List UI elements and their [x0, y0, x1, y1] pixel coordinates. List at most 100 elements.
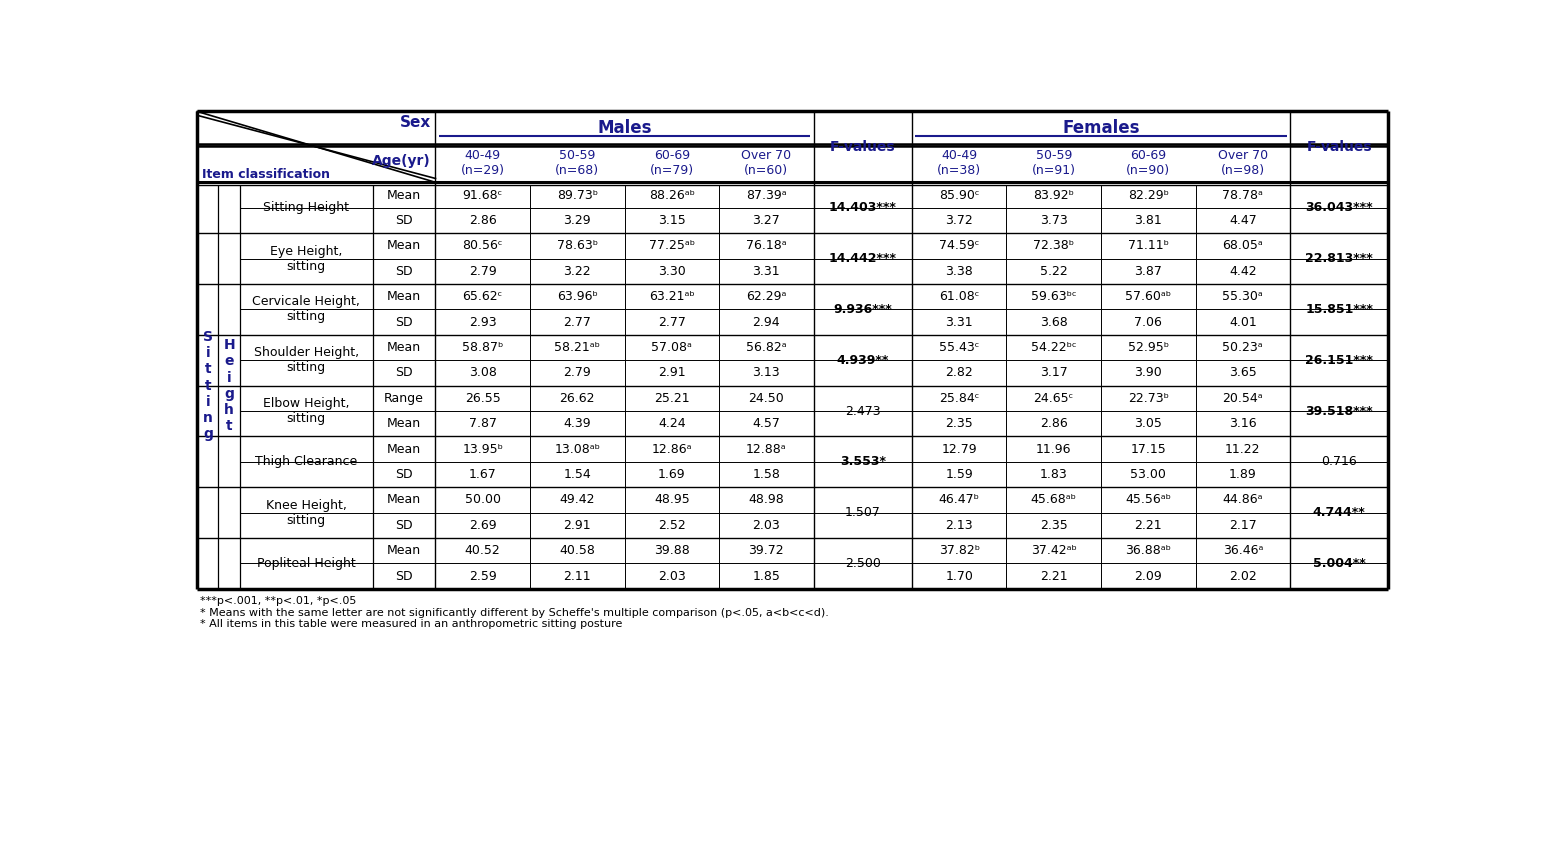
- Text: Range: Range: [384, 392, 424, 405]
- Text: 85.90ᶜ: 85.90ᶜ: [939, 188, 979, 202]
- Text: 3.73: 3.73: [1040, 214, 1067, 227]
- Text: 11.96: 11.96: [1036, 443, 1072, 456]
- Text: 2.473: 2.473: [845, 405, 880, 417]
- Text: 12.79: 12.79: [942, 443, 978, 456]
- Text: 50.23ᵃ: 50.23ᵃ: [1222, 341, 1262, 354]
- Text: 2.21: 2.21: [1134, 519, 1162, 532]
- Text: 36.46ᵃ: 36.46ᵃ: [1222, 544, 1262, 557]
- Text: 2.79: 2.79: [469, 265, 497, 278]
- Text: 3.31: 3.31: [752, 265, 780, 278]
- Text: 55.43ᶜ: 55.43ᶜ: [939, 341, 979, 354]
- Text: 50-59
(n=91): 50-59 (n=91): [1032, 149, 1075, 177]
- Text: 77.25ᵃᵇ: 77.25ᵃᵇ: [648, 239, 695, 252]
- Text: 26.55: 26.55: [464, 392, 501, 405]
- Text: 3.30: 3.30: [657, 265, 685, 278]
- Text: 89.73ᵇ: 89.73ᵇ: [557, 188, 597, 202]
- Text: 22.813***: 22.813***: [1306, 252, 1374, 265]
- Text: Sitting Height: Sitting Height: [263, 201, 350, 214]
- Text: 2.09: 2.09: [1134, 570, 1162, 583]
- Text: 3.68: 3.68: [1040, 315, 1067, 329]
- Text: Shoulder Height,
sitting: Shoulder Height, sitting: [254, 346, 359, 374]
- Text: 22.73ᵇ: 22.73ᵇ: [1128, 392, 1170, 405]
- Text: 63.96ᵇ: 63.96ᵇ: [557, 291, 597, 303]
- Text: 72.38ᵇ: 72.38ᵇ: [1033, 239, 1074, 252]
- Text: 3.05: 3.05: [1134, 417, 1162, 430]
- Text: SD: SD: [396, 468, 413, 481]
- Text: 40.58: 40.58: [560, 544, 596, 557]
- Text: 3.38: 3.38: [945, 265, 973, 278]
- Text: Mean: Mean: [387, 291, 421, 303]
- Text: 3.31: 3.31: [945, 315, 973, 329]
- Text: 24.50: 24.50: [749, 392, 784, 405]
- Text: S
i
t
t
i
n
g: S i t t i n g: [203, 330, 213, 441]
- Text: 1.69: 1.69: [657, 468, 685, 481]
- Text: Popliteal Height: Popliteal Height: [257, 557, 356, 570]
- Text: 3.17: 3.17: [1040, 366, 1067, 379]
- Text: 1.58: 1.58: [752, 468, 780, 481]
- Text: 2.77: 2.77: [563, 315, 591, 329]
- Text: 15.851***: 15.851***: [1306, 302, 1374, 316]
- Text: 54.22ᵇᶜ: 54.22ᵇᶜ: [1030, 341, 1077, 354]
- Text: SD: SD: [396, 265, 413, 278]
- Text: 25.84ᶜ: 25.84ᶜ: [939, 392, 979, 405]
- Text: 3.87: 3.87: [1134, 265, 1162, 278]
- Text: 45.68ᵃᵇ: 45.68ᵃᵇ: [1030, 493, 1077, 506]
- Text: 12.88ᵃ: 12.88ᵃ: [746, 443, 786, 456]
- Text: 3.81: 3.81: [1134, 214, 1162, 227]
- Text: 20.54ᵃ: 20.54ᵃ: [1222, 392, 1262, 405]
- Text: 39.72: 39.72: [749, 544, 784, 557]
- Text: 13.95ᵇ: 13.95ᵇ: [463, 443, 503, 456]
- Text: 3.16: 3.16: [1228, 417, 1256, 430]
- Text: 3.90: 3.90: [1134, 366, 1162, 379]
- Text: 74.59ᶜ: 74.59ᶜ: [939, 239, 979, 252]
- Text: 2.77: 2.77: [657, 315, 685, 329]
- Text: 2.17: 2.17: [1228, 519, 1256, 532]
- Text: F-values: F-values: [829, 140, 896, 154]
- Text: Elbow Height,
sitting: Elbow Height, sitting: [263, 397, 350, 425]
- Text: 61.08ᶜ: 61.08ᶜ: [939, 291, 979, 303]
- Text: Mean: Mean: [387, 443, 421, 456]
- Text: 2.93: 2.93: [469, 315, 497, 329]
- Text: 3.15: 3.15: [657, 214, 685, 227]
- Text: 5.22: 5.22: [1040, 265, 1067, 278]
- Text: 63.21ᵃᵇ: 63.21ᵃᵇ: [648, 291, 695, 303]
- Text: 80.56ᶜ: 80.56ᶜ: [463, 239, 503, 252]
- Text: 24.65ᶜ: 24.65ᶜ: [1033, 392, 1074, 405]
- Text: Knee Height,
sitting: Knee Height, sitting: [266, 498, 347, 527]
- Text: Age(yr): Age(yr): [373, 154, 430, 168]
- Text: 55.30ᵃ: 55.30ᵃ: [1222, 291, 1264, 303]
- Text: 1.89: 1.89: [1228, 468, 1256, 481]
- Text: 78.78ᵃ: 78.78ᵃ: [1222, 188, 1264, 202]
- Text: 39.88: 39.88: [654, 544, 690, 557]
- Text: Cervicale Height,
sitting: Cervicale Height, sitting: [252, 296, 360, 324]
- Text: Thigh Clearance: Thigh Clearance: [255, 455, 357, 469]
- Text: 59.63ᵇᶜ: 59.63ᵇᶜ: [1030, 291, 1077, 303]
- Text: 11.22: 11.22: [1225, 443, 1261, 456]
- Text: 2.79: 2.79: [563, 366, 591, 379]
- Text: 56.82ᵃ: 56.82ᵃ: [746, 341, 786, 354]
- Text: 36.88ᵃᵇ: 36.88ᵃᵇ: [1125, 544, 1171, 557]
- Text: 2.02: 2.02: [1228, 570, 1256, 583]
- Text: * Means with the same letter are not significantly different by Scheffe's multip: * Means with the same letter are not sig…: [201, 607, 829, 618]
- Text: SD: SD: [396, 519, 413, 532]
- Text: 26.62: 26.62: [560, 392, 596, 405]
- Text: Mean: Mean: [387, 493, 421, 506]
- Text: SD: SD: [396, 214, 413, 227]
- Text: 14.403***: 14.403***: [829, 201, 897, 214]
- Text: 2.35: 2.35: [1040, 519, 1067, 532]
- Text: 3.08: 3.08: [469, 366, 497, 379]
- Text: 40.52: 40.52: [464, 544, 501, 557]
- Text: 1.507: 1.507: [845, 506, 880, 519]
- Text: 2.03: 2.03: [657, 570, 685, 583]
- Text: 37.42ᵃᵇ: 37.42ᵃᵇ: [1030, 544, 1077, 557]
- Text: 4.47: 4.47: [1228, 214, 1256, 227]
- Text: 88.26ᵃᵇ: 88.26ᵃᵇ: [648, 188, 695, 202]
- Text: Mean: Mean: [387, 544, 421, 557]
- Text: 58.87ᵇ: 58.87ᵇ: [463, 341, 503, 354]
- Text: 2.21: 2.21: [1040, 570, 1067, 583]
- Text: 2.500: 2.500: [845, 557, 880, 570]
- Text: 1.70: 1.70: [945, 570, 973, 583]
- Text: 76.18ᵃ: 76.18ᵃ: [746, 239, 786, 252]
- Text: 3.13: 3.13: [752, 366, 780, 379]
- Text: 2.86: 2.86: [1040, 417, 1067, 430]
